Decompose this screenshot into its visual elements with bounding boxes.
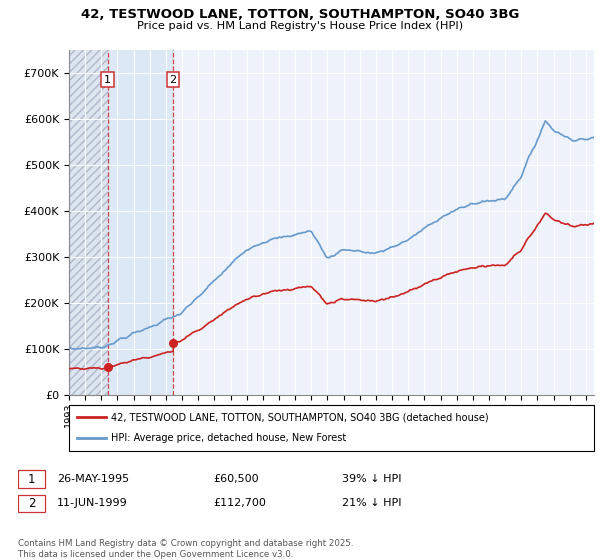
FancyBboxPatch shape [69,405,594,451]
Text: 11-JUN-1999: 11-JUN-1999 [57,498,128,508]
Text: 2: 2 [169,74,176,85]
Text: 1: 1 [104,74,111,85]
Text: £60,500: £60,500 [214,474,259,484]
Text: 1: 1 [28,473,35,486]
Text: HPI: Average price, detached house, New Forest: HPI: Average price, detached house, New … [111,433,346,444]
Text: 42, TESTWOOD LANE, TOTTON, SOUTHAMPTON, SO40 3BG (detached house): 42, TESTWOOD LANE, TOTTON, SOUTHAMPTON, … [111,412,488,422]
Text: Contains HM Land Registry data © Crown copyright and database right 2025.
This d: Contains HM Land Registry data © Crown c… [18,539,353,559]
Text: £112,700: £112,700 [214,498,266,508]
FancyBboxPatch shape [18,494,45,512]
Text: 21% ↓ HPI: 21% ↓ HPI [341,498,401,508]
Text: 26-MAY-1995: 26-MAY-1995 [57,474,129,484]
FancyBboxPatch shape [18,470,45,488]
Text: 2: 2 [28,497,35,510]
Text: Price paid vs. HM Land Registry's House Price Index (HPI): Price paid vs. HM Land Registry's House … [137,21,463,31]
Text: 42, TESTWOOD LANE, TOTTON, SOUTHAMPTON, SO40 3BG: 42, TESTWOOD LANE, TOTTON, SOUTHAMPTON, … [81,8,519,21]
Bar [107,50,173,395]
Text: 39% ↓ HPI: 39% ↓ HPI [341,474,401,484]
Bar [69,50,107,395]
